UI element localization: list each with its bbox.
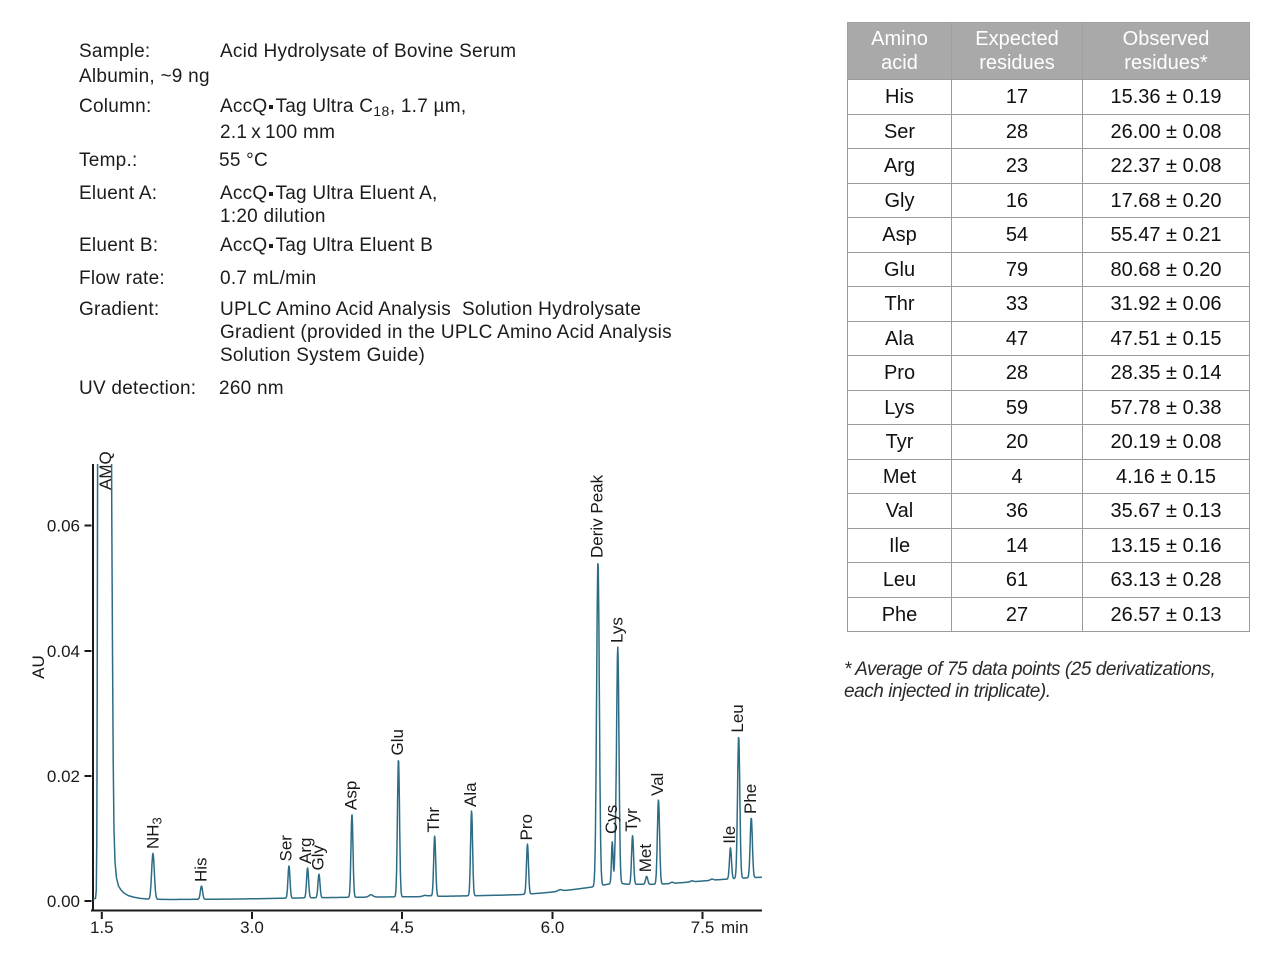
svg-text:AMQ: AMQ	[96, 451, 115, 490]
svg-text:Lys: Lys	[607, 617, 626, 643]
svg-text:0.04: 0.04	[47, 642, 80, 661]
svg-text:7.5: 7.5	[691, 918, 715, 937]
svg-text:4.5: 4.5	[390, 918, 414, 937]
svg-text:Ala: Ala	[461, 782, 480, 807]
svg-text:Glu: Glu	[388, 729, 407, 755]
svg-text:Phe: Phe	[741, 784, 760, 814]
svg-text:0.00: 0.00	[47, 892, 80, 911]
svg-text:Thr: Thr	[424, 807, 443, 833]
svg-text:Ser: Ser	[277, 835, 296, 862]
svg-text:Cys: Cys	[602, 805, 621, 834]
svg-text:NH3: NH3	[144, 817, 165, 849]
svg-text:Leu: Leu	[728, 704, 747, 732]
svg-text:Asp: Asp	[342, 781, 361, 810]
svg-text:Arg: Arg	[296, 838, 315, 864]
svg-text:Tyr: Tyr	[622, 808, 641, 832]
svg-text:Deriv Peak: Deriv Peak	[588, 474, 607, 558]
svg-text:min: min	[721, 918, 748, 937]
svg-text:His: His	[192, 857, 211, 882]
svg-text:3.0: 3.0	[240, 918, 264, 937]
svg-text:6.0: 6.0	[541, 918, 565, 937]
svg-text:Met: Met	[636, 844, 655, 873]
svg-text:Gly: Gly	[309, 845, 328, 871]
svg-text:Pro: Pro	[517, 814, 536, 840]
svg-text:1.5: 1.5	[90, 918, 114, 937]
svg-text:Ile: Ile	[720, 826, 739, 844]
svg-text:AU: AU	[29, 655, 48, 679]
svg-text:0.02: 0.02	[47, 767, 80, 786]
svg-text:0.06: 0.06	[47, 517, 80, 536]
svg-text:Val: Val	[648, 773, 667, 796]
